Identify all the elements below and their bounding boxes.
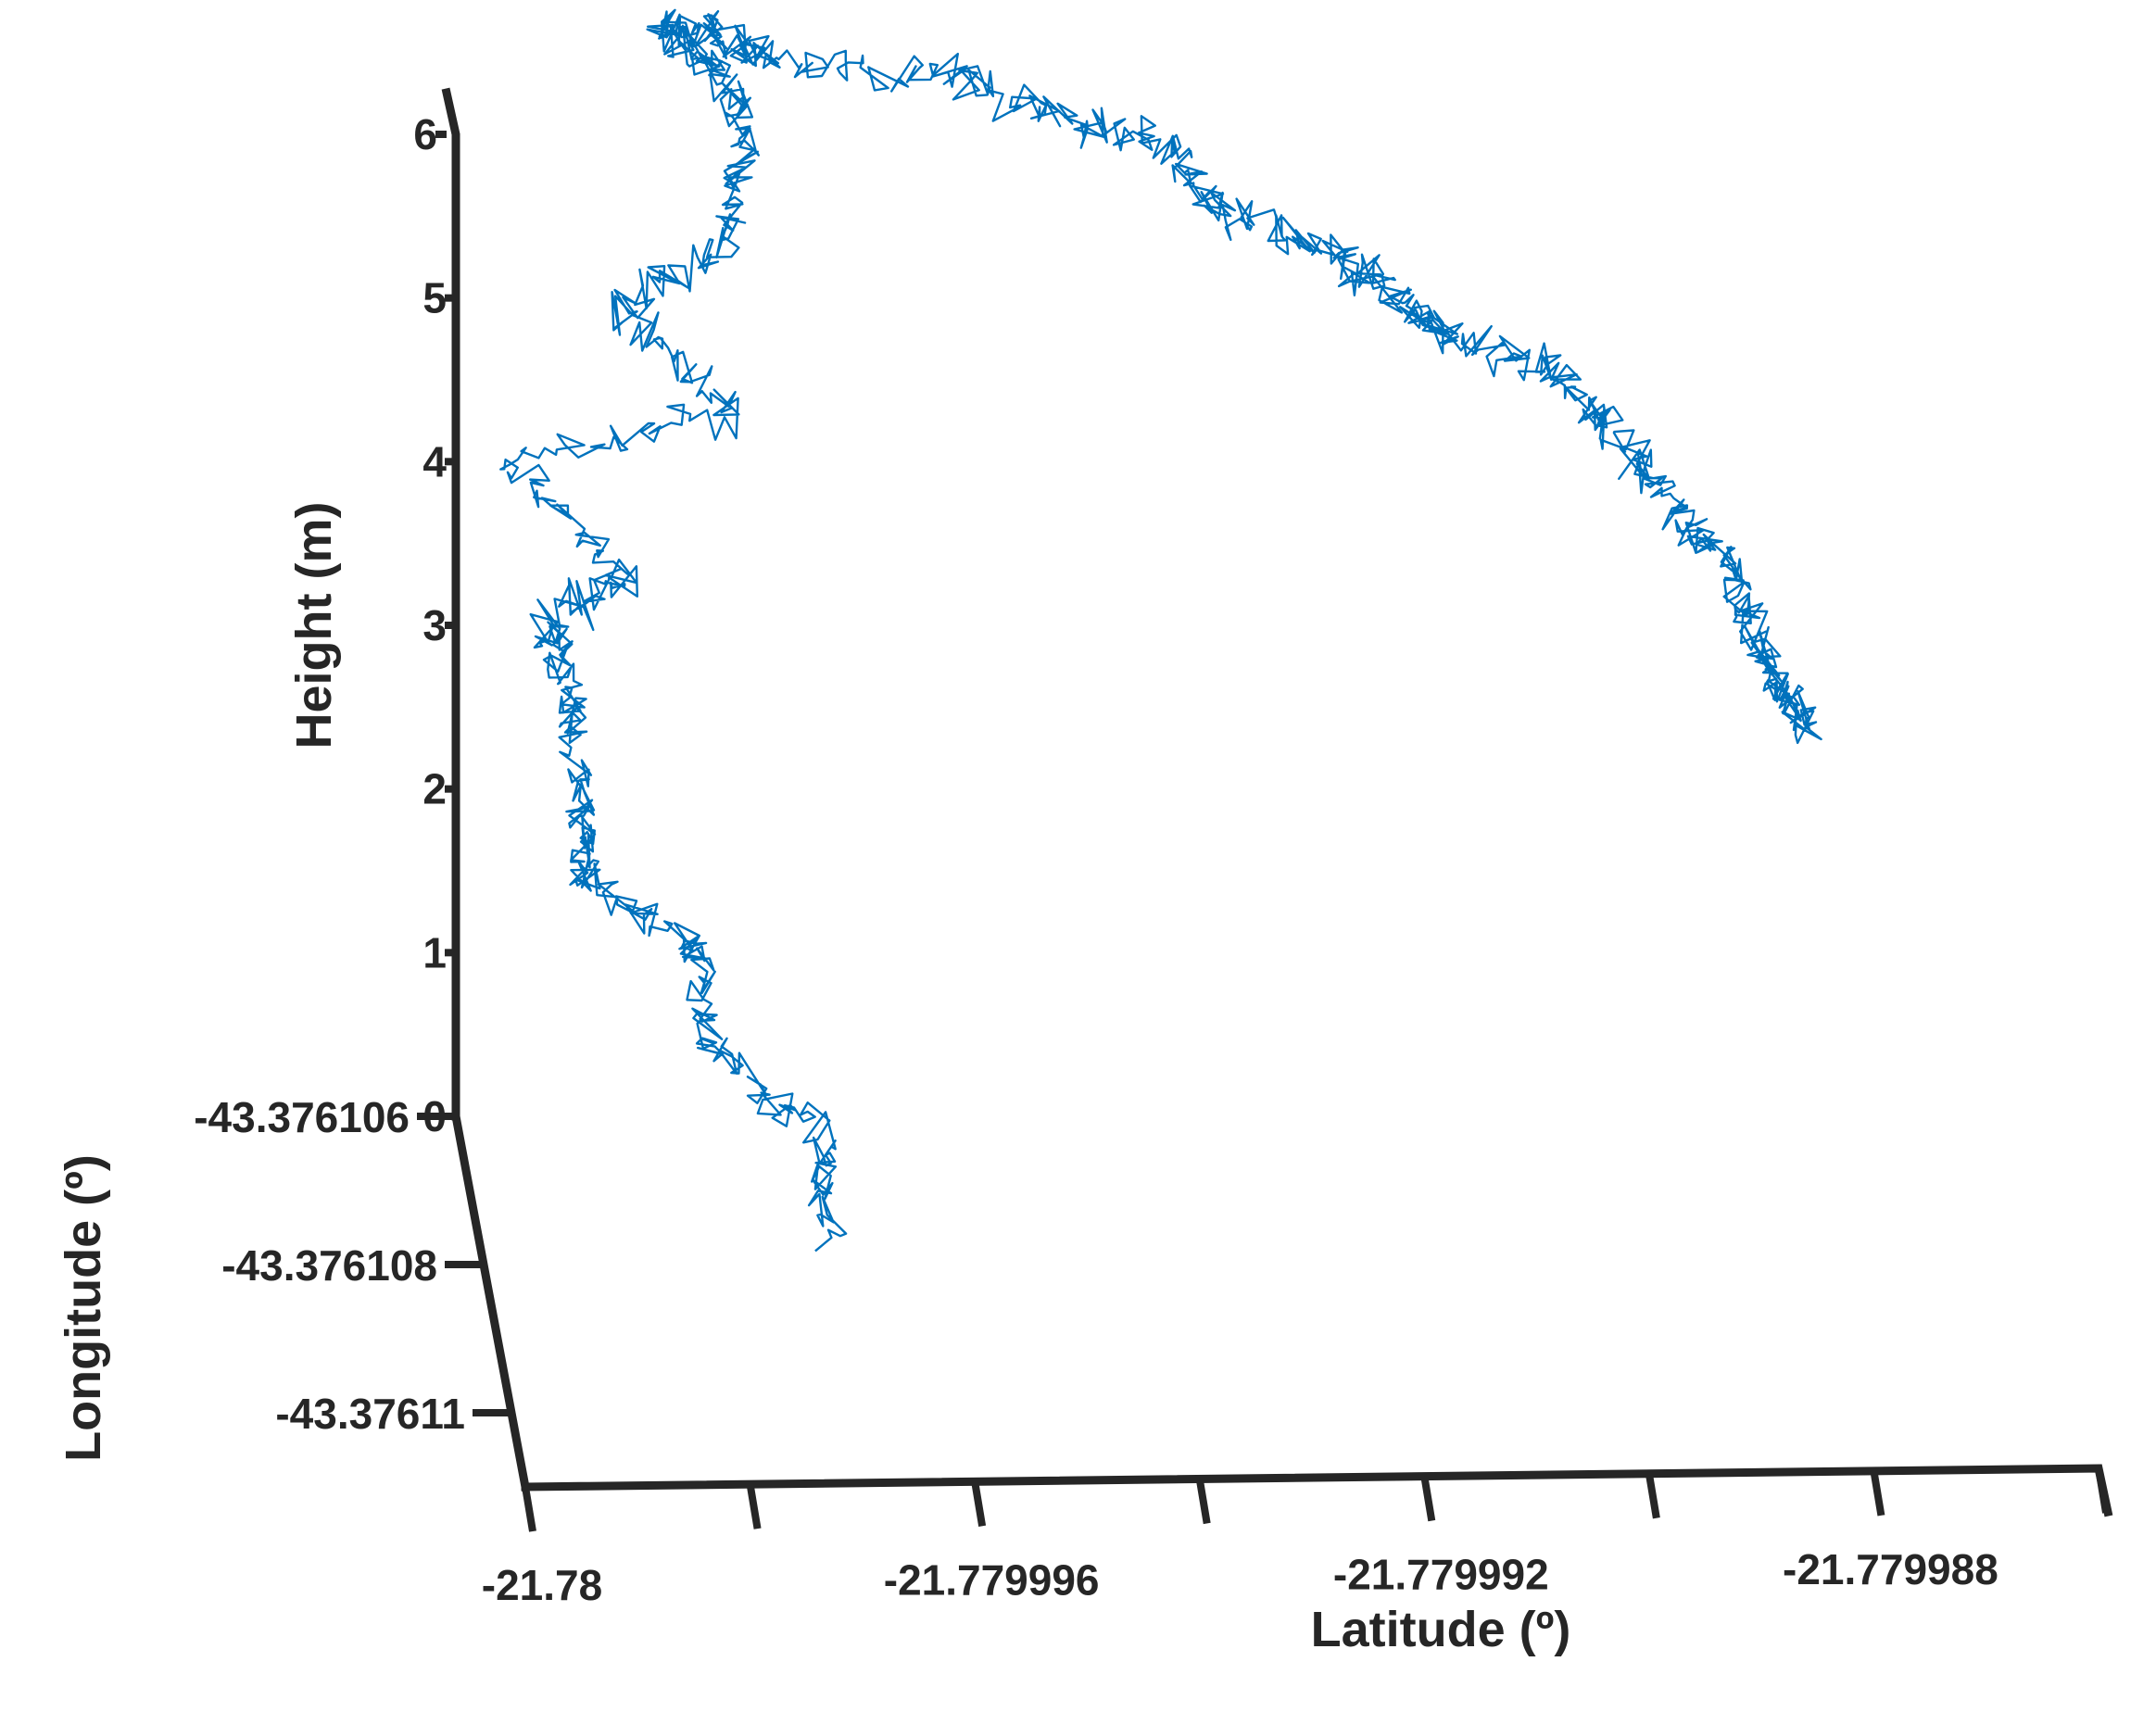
- y-tick-label: -43.37611: [275, 1390, 465, 1438]
- y-tick-label: -43.376108: [221, 1241, 437, 1290]
- axes: [441, 87, 2113, 1517]
- x-tick: [522, 1486, 536, 1532]
- trajectory-line: [499, 8, 1822, 1253]
- x-tick: [1195, 1478, 1211, 1525]
- axis-ticks: [417, 131, 2110, 1532]
- x-tick-label: -21.779996: [884, 1555, 1100, 1604]
- z-tick-label: 2: [422, 765, 447, 813]
- tick-labels: 0 1 2 3 4 5 6 -43.376106 -43.376108 -43.37611 -21.…: [194, 110, 1998, 1609]
- z-tick-label: 0: [422, 1092, 447, 1140]
- x-tick: [746, 1483, 762, 1529]
- z-tick-label: 6: [413, 110, 437, 158]
- y-axis-title: Longitude (º): [56, 1154, 111, 1462]
- x-tick: [2095, 1467, 2110, 1514]
- z-axis-title: Height (m): [286, 502, 342, 749]
- z-tick-label: 5: [422, 274, 447, 322]
- z-tick-label: 3: [422, 601, 447, 649]
- z-tick-label: 1: [422, 928, 447, 976]
- x-tick: [1420, 1475, 1436, 1522]
- x-tick-label: -21.779992: [1333, 1551, 1549, 1599]
- x-tick: [971, 1480, 987, 1527]
- y-axis-line: [450, 1111, 531, 1492]
- x-tick: [1870, 1470, 1885, 1517]
- z-axis-line: [441, 87, 460, 1121]
- z-tick-label: 4: [422, 437, 447, 485]
- x-tick-label: -21.78: [482, 1561, 602, 1609]
- x-axis-line: [521, 1464, 2113, 1517]
- x-tick-label: -21.779988: [1783, 1545, 1998, 1593]
- x-tick: [1645, 1473, 1660, 1519]
- y-tick-label: -43.376106: [194, 1093, 410, 1141]
- x-axis-title: Latitude (º): [1311, 1602, 1571, 1657]
